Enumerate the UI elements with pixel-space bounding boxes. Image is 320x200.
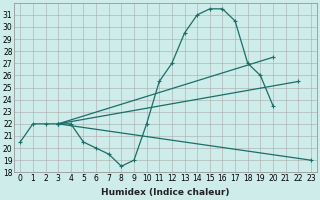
X-axis label: Humidex (Indice chaleur): Humidex (Indice chaleur) bbox=[101, 188, 230, 197]
